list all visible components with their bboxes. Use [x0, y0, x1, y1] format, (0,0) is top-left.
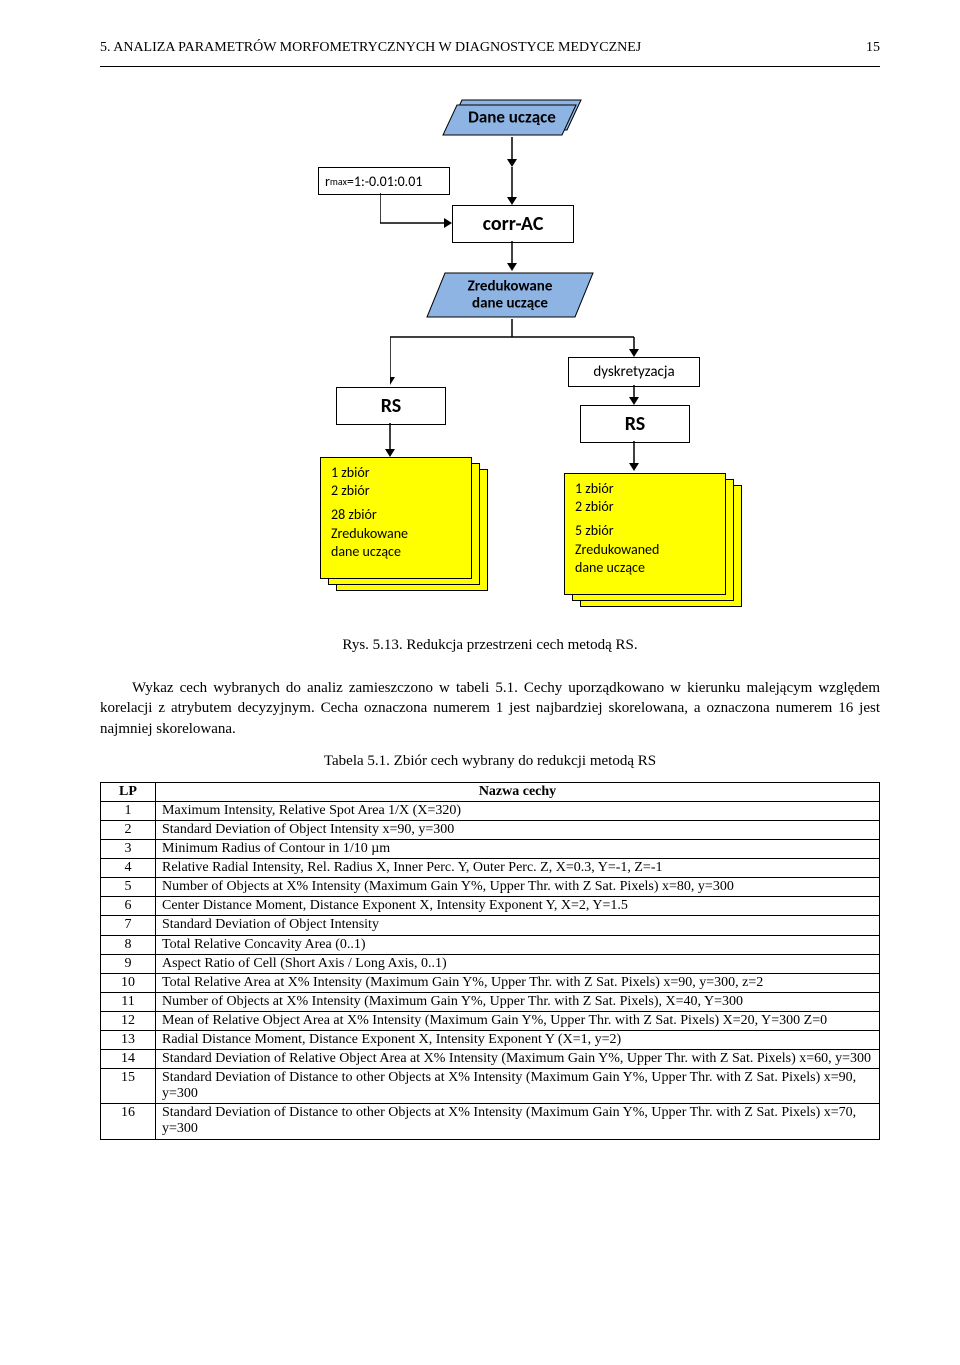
rmax-rest: =1:-0.01:0.01	[347, 173, 423, 190]
header-title: 5. ANALIZA PARAMETRÓW MORFOMETRYCZNYCH W…	[100, 40, 641, 56]
cell-lp: 10	[101, 973, 156, 992]
stack-right-i4: Zredukowaned	[575, 541, 715, 559]
cell-lp: 5	[101, 878, 156, 897]
cell-name: Mean of Relative Object Area at X% Inten…	[156, 1011, 880, 1030]
cell-name: Standard Deviation of Distance to other …	[156, 1104, 880, 1139]
node-corr-ac: corr-AC	[452, 205, 574, 243]
table-row: 9Aspect Ratio of Cell (Short Axis / Long…	[101, 954, 880, 973]
figure-caption: Rys. 5.13. Redukcja przestrzeni cech met…	[100, 637, 880, 654]
table-row: 6 Center Distance Moment, Distance Expon…	[101, 897, 880, 916]
stack-left-i5: dane uczące	[331, 543, 461, 561]
cell-lp: 13	[101, 1030, 156, 1049]
cell-lp: 3	[101, 840, 156, 859]
table-row: 2Standard Deviation of Object Intensity …	[101, 820, 880, 839]
cell-name: Aspect Ratio of Cell (Short Axis / Long …	[156, 954, 880, 973]
node-dyskretyzacja: dyskretyzacja	[568, 357, 700, 387]
table-row: 5Number of Objects at X% Intensity (Maxi…	[101, 878, 880, 897]
cell-lp: 1	[101, 801, 156, 820]
label-rs-right: RS	[625, 412, 646, 436]
cell-name: Radial Distance Moment, Distance Exponen…	[156, 1030, 880, 1049]
stack-left-i1: 2 zbiór	[331, 482, 461, 500]
node-rs-left: RS	[336, 387, 446, 425]
stack-left-front: 1 zbiór 2 zbiór 28 zbiór Zredukowane dan…	[320, 457, 472, 579]
table-header-row: LP Nazwa cechy	[101, 782, 880, 801]
table-row: 1Maximum Intensity, Relative Spot Area 1…	[101, 801, 880, 820]
stack-left-i4: Zredukowane	[331, 525, 461, 543]
label-rs-left: RS	[381, 394, 402, 418]
stack-right-i1: 2 zbiór	[575, 498, 715, 516]
cell-lp: 8	[101, 935, 156, 954]
cell-name: Total Relative Area at X% Intensity (Max…	[156, 973, 880, 992]
arrow-rs-right-down	[627, 441, 641, 471]
cell-lp: 7	[101, 916, 156, 935]
cell-name: Standard Deviation of Relative Object Ar…	[156, 1050, 880, 1069]
node-zredukowane: Zredukowane dane uczące	[425, 271, 595, 324]
node-rmax: rmax=1:-0.01:0.01	[318, 167, 450, 195]
arrow-dys-rs	[627, 385, 641, 405]
arrow-down-1b	[505, 167, 519, 207]
features-table: LP Nazwa cechy 1Maximum Intensity, Relat…	[100, 782, 880, 1140]
cell-name: Relative Radial Intensity, Rel. Radius X…	[156, 859, 880, 878]
stack-right-front: 1 zbiór 2 zbiór 5 zbiór Zredukowaned dan…	[564, 473, 726, 595]
table-row: 8Total Relative Concavity Area (0..1)	[101, 935, 880, 954]
cell-lp: 14	[101, 1050, 156, 1069]
cell-lp: 15	[101, 1069, 156, 1104]
stack-right-i0: 1 zbiór	[575, 480, 715, 498]
cell-name: Maximum Intensity, Relative Spot Area 1/…	[156, 801, 880, 820]
rmax-sub: max	[330, 175, 347, 188]
label-zred-2: dane uczące	[472, 294, 548, 312]
table-caption: Tabela 5.1. Zbiór cech wybrany do redukc…	[100, 753, 880, 770]
cell-lp: 6	[101, 897, 156, 916]
cell-name: Standard Deviation of Distance to other …	[156, 1069, 880, 1104]
th-lp: LP	[101, 782, 156, 801]
header-page-num: 15	[866, 40, 880, 56]
stack-right-i5: dane uczące	[575, 559, 715, 577]
table-row: 10Total Relative Area at X% Intensity (M…	[101, 973, 880, 992]
cell-name: Standard Deviation of Object Intensity x…	[156, 820, 880, 839]
label-zred-1: Zredukowane	[468, 278, 553, 296]
cell-name: Center Distance Moment, Distance Exponen…	[156, 897, 880, 916]
cell-name: Standard Deviation of Object Intensity	[156, 916, 880, 935]
cell-name: Number of Objects at X% Intensity (Maxim…	[156, 992, 880, 1011]
header-rule	[100, 66, 880, 67]
cell-lp: 2	[101, 820, 156, 839]
page-header: 5. ANALIZA PARAMETRÓW MORFOMETRYCZNYCH W…	[100, 40, 880, 56]
node-rs-right: RS	[580, 405, 690, 443]
table-row: 12Mean of Relative Object Area at X% Int…	[101, 1011, 880, 1030]
cell-name: Minimum Radius of Contour in 1/10 µm	[156, 840, 880, 859]
arrow-rmax	[380, 193, 460, 229]
cell-name: Total Relative Concavity Area (0..1)	[156, 935, 880, 954]
arrow-down-1	[505, 137, 519, 167]
flowchart: Dane uczące rmax=1:-0.01:0.01 corr-AC	[230, 97, 750, 627]
label-dyskretyzacja: dyskretyzacja	[593, 363, 674, 381]
table-row: 3Minimum Radius of Contour in 1/10 µm	[101, 840, 880, 859]
arrow-down-2	[505, 241, 519, 271]
cell-lp: 4	[101, 859, 156, 878]
table-row: 11Number of Objects at X% Intensity (Max…	[101, 992, 880, 1011]
cell-lp: 16	[101, 1104, 156, 1139]
label-dane-uczace: Dane uczące	[440, 109, 584, 128]
paragraph-1: Wykaz cech wybranych do analiz zamieszcz…	[100, 678, 880, 739]
th-name: Nazwa cechy	[156, 782, 880, 801]
arrow-rs-left-down	[383, 423, 397, 457]
cell-lp: 12	[101, 1011, 156, 1030]
table-row: 7Standard Deviation of Object Intensity	[101, 916, 880, 935]
label-corr-ac: corr-AC	[483, 212, 544, 236]
table-row: 15Standard Deviation of Distance to othe…	[101, 1069, 880, 1104]
table-row: 16Standard Deviation of Distance to othe…	[101, 1104, 880, 1139]
stack-right-i3: 5 zbiór	[575, 522, 715, 540]
cell-lp: 9	[101, 954, 156, 973]
stack-left-i3: 28 zbiór	[331, 506, 461, 524]
table-row: 13Radial Distance Moment, Distance Expon…	[101, 1030, 880, 1049]
stack-left-i0: 1 zbiór	[331, 464, 461, 482]
table-row: 4Relative Radial Intensity, Rel. Radius …	[101, 859, 880, 878]
cell-name: Number of Objects at X% Intensity (Maxim…	[156, 878, 880, 897]
table-row: 14Standard Deviation of Relative Object …	[101, 1050, 880, 1069]
cell-lp: 11	[101, 992, 156, 1011]
